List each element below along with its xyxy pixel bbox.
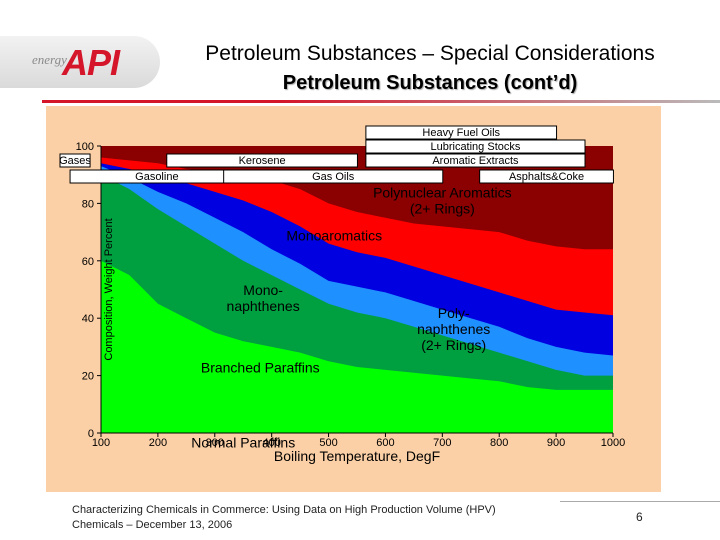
region-label: Poly- bbox=[438, 305, 470, 321]
x-tick-label: 200 bbox=[149, 437, 167, 449]
product-range-label: Kerosene bbox=[239, 155, 286, 167]
x-tick-label: 1000 bbox=[601, 437, 625, 449]
y-tick-label: 80 bbox=[82, 198, 94, 210]
x-tick-label: 900 bbox=[547, 437, 565, 449]
product-range-box bbox=[365, 139, 586, 154]
footer-line-1: Characterizing Chemicals in Commerce: Us… bbox=[72, 504, 496, 516]
region-label: Normal Paraffins bbox=[191, 434, 295, 450]
product-range-label: Lubricating Stocks bbox=[430, 141, 520, 153]
product-range-label: Aromatic Extracts bbox=[432, 155, 519, 167]
y-tick-label: 20 bbox=[82, 371, 94, 383]
product-range-label: Asphalts&Coke bbox=[509, 171, 584, 183]
title-divider bbox=[42, 100, 720, 103]
x-tick-label: 800 bbox=[490, 437, 508, 449]
composition-area-chart: 0 20 40 60 80 100 100 200 300 400 500 600 700 800 900 1… bbox=[59, 125, 625, 464]
product-range-box bbox=[166, 153, 358, 168]
x-axis-label: Boiling Temperature, DegF bbox=[274, 448, 440, 464]
product-range-label: Gasoline bbox=[135, 171, 178, 183]
y-tick-label: 0 bbox=[88, 428, 94, 440]
product-range-label: Gas Oils bbox=[312, 171, 355, 183]
region-label: Branched Paraffins bbox=[201, 360, 320, 376]
y-tick-label: 100 bbox=[76, 141, 94, 153]
footer-caption: Characterizing Chemicals in Commerce: Us… bbox=[72, 503, 552, 533]
footer-divider bbox=[560, 501, 720, 502]
x-tick-label: 100 bbox=[92, 437, 110, 449]
api-logo: API bbox=[62, 42, 120, 83]
region-label: naphthenes bbox=[417, 321, 490, 337]
x-tick-label: 300 bbox=[206, 437, 224, 449]
product-range-box bbox=[365, 153, 586, 168]
slide-title: Petroleum Substances – Special Considera… bbox=[205, 42, 655, 65]
y-axis-label: Composition, Weight Percent bbox=[103, 218, 115, 360]
region-label: Mono- bbox=[243, 282, 283, 298]
logo-band bbox=[0, 36, 160, 88]
product-range-box bbox=[59, 153, 91, 168]
slide-subtitle: Petroleum Substances (cont’d) bbox=[282, 72, 578, 94]
footer-line-2: Chemicals – December 13, 2006 bbox=[72, 519, 233, 531]
area-normal-paraffins bbox=[101, 260, 613, 433]
region-label: naphthenes bbox=[227, 298, 300, 314]
region-label: (2+ Rings) bbox=[410, 201, 475, 217]
x-tick-label: 400 bbox=[262, 437, 280, 449]
x-tick-label: 500 bbox=[319, 437, 337, 449]
x-tick-label: 600 bbox=[376, 437, 394, 449]
product-range-box bbox=[223, 169, 444, 184]
logo-energy-text: energy bbox=[32, 52, 67, 67]
product-range-label: Heavy Fuel Oils bbox=[422, 127, 500, 139]
product-range-box bbox=[479, 169, 614, 184]
y-tick-label: 60 bbox=[82, 256, 94, 268]
x-tick-label: 700 bbox=[433, 437, 451, 449]
region-label: Monoaromatics bbox=[286, 228, 382, 244]
product-range-box bbox=[365, 125, 558, 140]
region-label: Polynuclear Aromatics bbox=[373, 185, 512, 201]
product-range-label: Gases bbox=[59, 155, 91, 167]
y-tick-label: 40 bbox=[82, 313, 94, 325]
region-label: (2+ Rings) bbox=[421, 337, 486, 353]
page-number: 6 bbox=[636, 510, 643, 524]
